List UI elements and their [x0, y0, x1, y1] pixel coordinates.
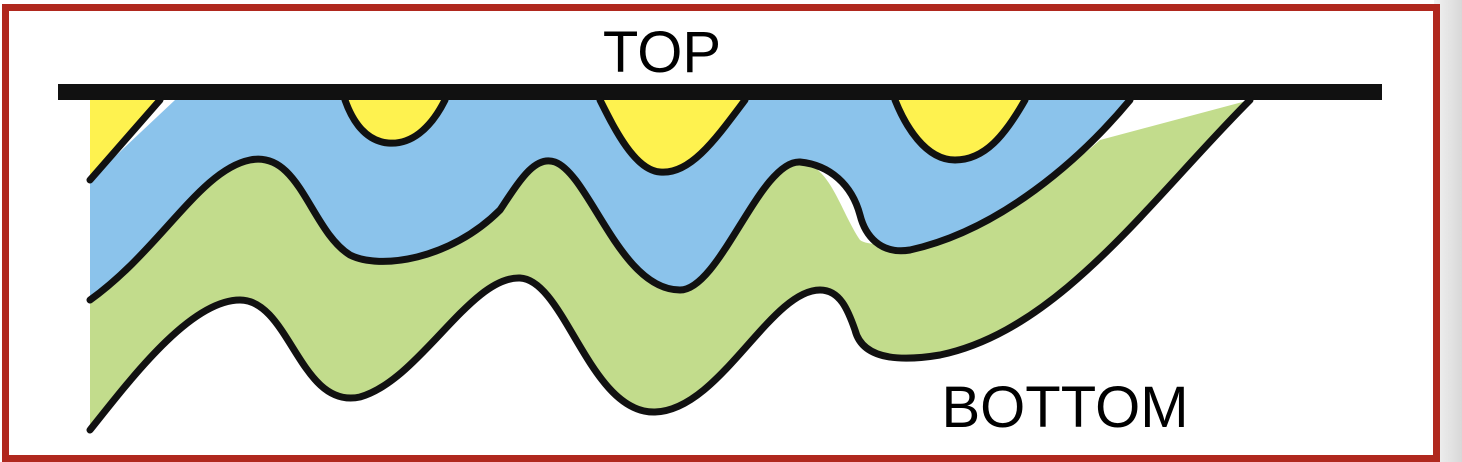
middle-boundary-line [86, 96, 1134, 304]
blue-layer [90, 100, 1130, 300]
yellow-trough-2-outline [596, 96, 749, 176]
yellow-layer-left [90, 100, 160, 180]
yellow-trough-1-outline [341, 96, 449, 147]
top-label: TOP [603, 20, 721, 85]
layer-outlines [86, 96, 1254, 434]
bottom-label: BOTTOM [941, 375, 1188, 440]
yellow-trough-3-outline [891, 96, 1029, 164]
top-surface-line [58, 84, 1382, 100]
lower-boundary-line [86, 96, 1254, 434]
upper-boundary-line [86, 96, 164, 184]
